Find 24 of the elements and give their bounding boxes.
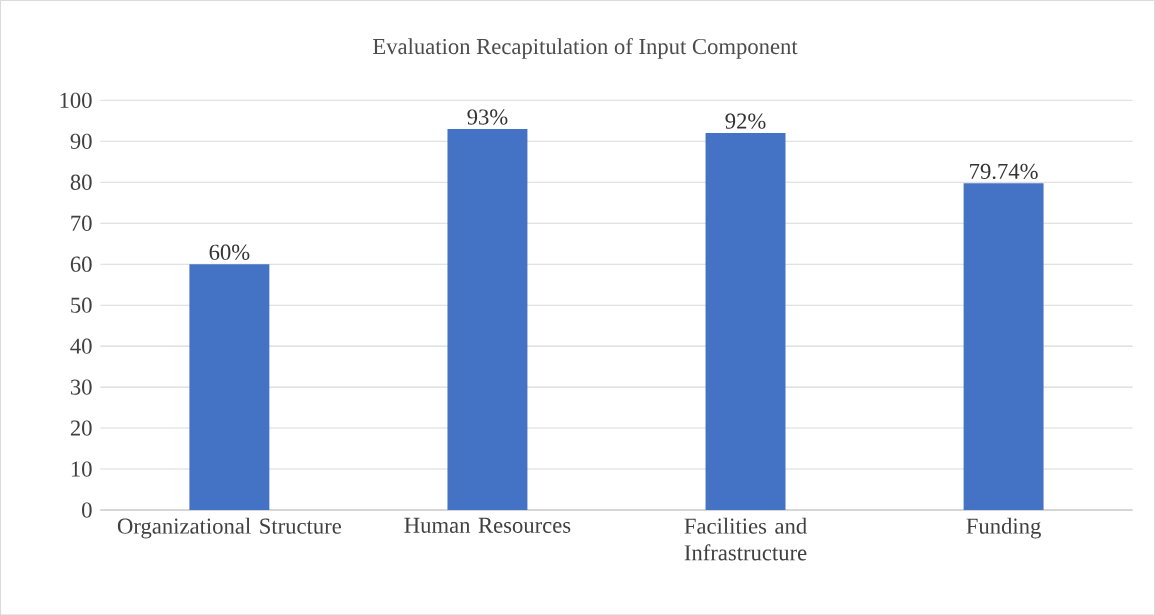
y-tick-label: 90: [70, 133, 92, 149]
bar: [963, 183, 1044, 510]
data-label: 93%: [467, 109, 508, 125]
y-tick-label: 100: [60, 92, 92, 108]
chart-title: Evaluation Recapitulation of Input Component: [373, 37, 798, 59]
y-tick-label: 60: [70, 256, 92, 272]
y-tick-label: 0: [82, 502, 92, 518]
x-tick-label: Human Resources: [404, 517, 571, 533]
y-tick-label: 70: [71, 215, 92, 231]
data-label: 79.74%: [970, 163, 1038, 179]
y-tick-label: 50: [71, 297, 92, 313]
bar: [705, 132, 786, 510]
x-tick-label: Organizational Structure: [117, 517, 341, 539]
data-label: 60%: [209, 244, 250, 260]
bar: [447, 128, 528, 510]
data-label: 92%: [725, 113, 766, 129]
y-tick-label: 30: [70, 379, 92, 395]
y-tick-label: 80: [70, 174, 92, 190]
bar: [189, 264, 270, 510]
y-tick-label: 40: [70, 338, 92, 354]
y-tick-label: 20: [70, 420, 92, 436]
x-tick-label: Funding: [966, 517, 1041, 539]
y-tick-label: 10: [71, 461, 92, 477]
x-tick-label: Facilities and Infrastructure: [684, 517, 807, 561]
